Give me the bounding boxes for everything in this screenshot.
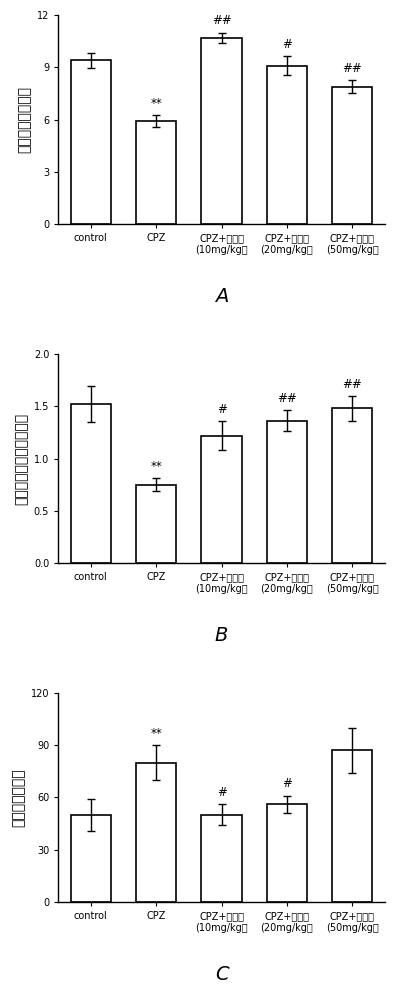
Text: **: ** <box>150 460 162 473</box>
Text: #: # <box>217 403 227 416</box>
Y-axis label: 中间区域活动路程（米）: 中间区域活动路程（米） <box>14 412 28 505</box>
Text: #: # <box>282 777 292 790</box>
Text: A: A <box>215 287 228 306</box>
Text: ##: ## <box>212 14 231 27</box>
Bar <box>136 763 177 902</box>
Text: #: # <box>282 38 292 51</box>
Bar <box>332 87 373 224</box>
Bar <box>201 436 242 563</box>
Bar <box>70 404 111 563</box>
Bar <box>332 750 373 902</box>
Text: ##: ## <box>343 378 362 391</box>
Text: B: B <box>215 626 228 645</box>
Bar <box>136 121 177 224</box>
Bar <box>332 408 373 563</box>
Bar <box>201 815 242 902</box>
Bar <box>70 815 111 902</box>
Text: **: ** <box>150 97 162 110</box>
Bar <box>70 60 111 224</box>
Bar <box>201 38 242 224</box>
Text: ##: ## <box>277 392 297 405</box>
Y-axis label: 总活动路程（米）: 总活动路程（米） <box>17 86 31 153</box>
Text: #: # <box>217 786 227 799</box>
Bar <box>136 485 177 563</box>
Bar <box>267 421 307 563</box>
Bar <box>267 804 307 902</box>
Y-axis label: 不动时间（秒）: 不动时间（秒） <box>11 768 25 827</box>
Bar <box>267 66 307 224</box>
Text: C: C <box>215 965 228 984</box>
Text: ##: ## <box>343 62 362 75</box>
Text: **: ** <box>150 727 162 740</box>
